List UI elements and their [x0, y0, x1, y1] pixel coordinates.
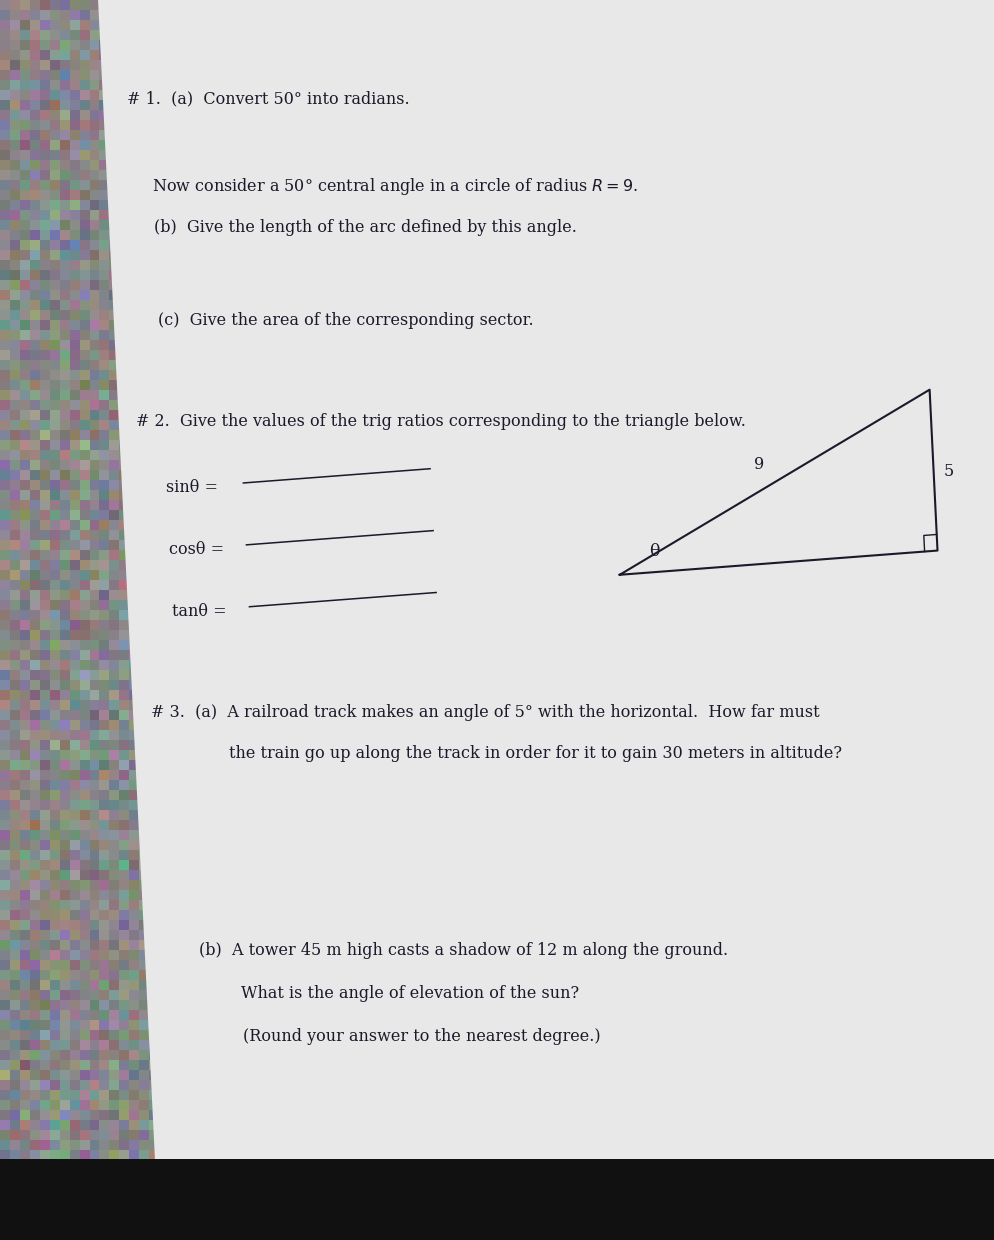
Bar: [0, 1159, 994, 1240]
Text: (c)  Give the area of the corresponding sector.: (c) Give the area of the corresponding s…: [158, 311, 534, 329]
Text: θ: θ: [648, 543, 659, 560]
Text: 9: 9: [753, 456, 763, 474]
Text: What is the angle of elevation of the sun?: What is the angle of elevation of the su…: [241, 985, 579, 1002]
Text: (Round your answer to the nearest degree.): (Round your answer to the nearest degree…: [243, 1028, 600, 1045]
Text: the train go up along the track in order for it to gain 30 meters in altitude?: the train go up along the track in order…: [229, 745, 842, 761]
Text: cosθ =: cosθ =: [169, 541, 230, 558]
Text: 5: 5: [942, 464, 953, 480]
Text: # 3.  (a)  A railroad track makes an angle of 5° with the horizontal.  How far m: # 3. (a) A railroad track makes an angle…: [150, 704, 818, 720]
Text: # 2.  Give the values of the trig ratios corresponding to the triangle below.: # 2. Give the values of the trig ratios …: [136, 413, 746, 430]
Text: tanθ =: tanθ =: [172, 603, 232, 620]
Text: (b)  A tower 45 m high casts a shadow of 12 m along the ground.: (b) A tower 45 m high casts a shadow of …: [199, 942, 728, 960]
Text: Now consider a 50° central angle in a circle of radius $R = 9$.: Now consider a 50° central angle in a ci…: [151, 176, 637, 197]
Text: (b)  Give the length of the arc defined by this angle.: (b) Give the length of the arc defined b…: [153, 219, 576, 236]
Text: sinθ =: sinθ =: [166, 479, 224, 496]
Polygon shape: [93, 0, 994, 1240]
Text: # 1.  (a)  Convert 50° into radians.: # 1. (a) Convert 50° into radians.: [127, 91, 410, 108]
